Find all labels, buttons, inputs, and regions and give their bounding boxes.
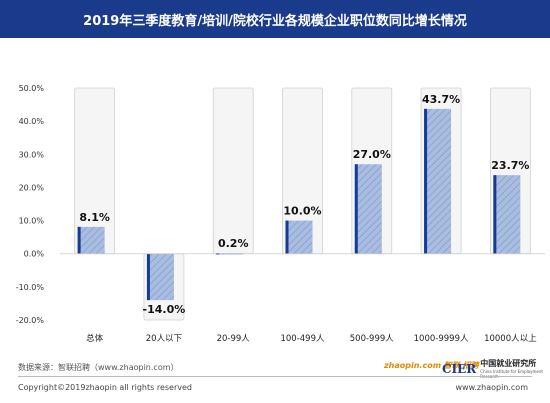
x-tick-label: 10000人以上 <box>484 334 537 344</box>
bar <box>77 226 105 254</box>
bar-value-label: 10.0% <box>283 205 321 218</box>
y-tick-label: -10.0% <box>16 283 45 292</box>
bar-edge <box>424 108 428 254</box>
bar-edge <box>77 226 81 254</box>
zhaopin-logo-cn: 智联 <box>443 361 460 370</box>
bar <box>493 175 521 254</box>
y-tick-label: 10.0% <box>19 217 45 226</box>
bar-value-label: 23.7% <box>491 159 529 172</box>
bar-value-label: 8.1% <box>79 211 110 224</box>
bar <box>424 108 452 254</box>
zhaopin-logo-cn2: 招聘 <box>462 361 479 370</box>
bar <box>146 253 174 301</box>
x-tick-label: 100-499人 <box>280 334 325 344</box>
x-tick-label: 20-99人 <box>217 334 251 344</box>
footer: 数据来源：智联招聘（www.zhaopin.com） zhaopin.com 智… <box>0 355 550 403</box>
bar-edge <box>493 175 497 254</box>
bar-edge <box>354 164 358 254</box>
bar-value-label: 43.7% <box>422 93 460 106</box>
cier-name-cn: 中国就业研究所 <box>480 359 537 368</box>
chart-title-bar: 2019年三季度教育/培训/院校行业各规模企业职位数同比增长情况 <box>0 0 550 38</box>
chart-title: 2019年三季度教育/培训/院校行业各规模企业职位数同比增长情况 <box>83 13 467 29</box>
bar-edge <box>285 220 289 254</box>
y-tick-label: 30.0% <box>19 150 45 159</box>
x-tick-label: 总体 <box>86 333 104 344</box>
x-tick-label: 20人以下 <box>146 334 183 344</box>
x-tick-label: 500-999人 <box>350 334 395 344</box>
bar-value-label: -14.0% <box>143 303 186 316</box>
cier-mark: CIER <box>442 361 477 376</box>
bar-chart: 50.0% 40.0% 30.0% 20.0% 10.0% 0.0% -10.0% -20.0… <box>16 84 545 344</box>
bar-value-label: 27.0% <box>353 148 391 161</box>
bar <box>285 220 313 254</box>
copyright-text: Copyright©2019zhaopin all rights reserve… <box>18 383 192 392</box>
zhaopin-logo: zhaopin.com 智联 招聘 <box>384 360 479 371</box>
zhaopin-logo-domain: zhaopin.com <box>384 361 442 370</box>
y-tick-label: 20.0% <box>19 183 45 192</box>
y-tick-label: 50.0% <box>19 84 45 93</box>
bar <box>354 164 382 254</box>
data-source: 数据来源：智联招聘（www.zhaopin.com） <box>18 363 179 372</box>
y-tick-label: 40.0% <box>19 117 45 126</box>
bar-edge <box>146 253 150 301</box>
bar-background-box <box>212 87 254 255</box>
bar-value-label: 0.2% <box>218 237 249 250</box>
cier-name-en: China Institute for Employment Research <box>480 369 543 379</box>
footer-divider <box>18 376 532 377</box>
y-tick-label: -20.0% <box>16 316 45 325</box>
website-url: www.zhaopin.com <box>455 383 528 392</box>
y-tick-label: 0.0% <box>24 250 45 259</box>
x-tick-label: 1000-9999人 <box>414 334 469 344</box>
